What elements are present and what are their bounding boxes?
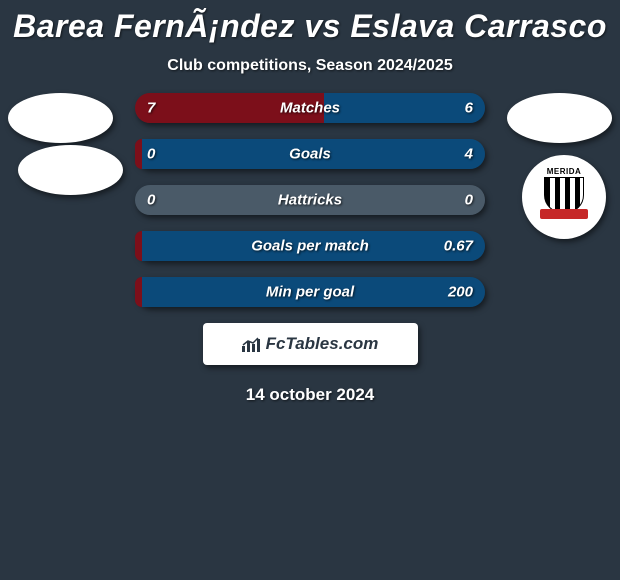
stat-bar: Matches 7 6: [135, 93, 485, 123]
stat-value-right: 0: [465, 192, 473, 209]
stat-label: Hattricks: [278, 192, 342, 209]
stat-value-right: 4: [465, 146, 473, 163]
stat-value-left: 0: [147, 192, 155, 209]
stat-bar-left: [135, 231, 142, 261]
page-title: Barea FernÃ¡ndez vs Eslava Carrasco: [0, 0, 620, 49]
branding-text: FcTables.com: [266, 334, 379, 354]
stat-value-right: 0.67: [444, 238, 473, 255]
stat-bar-right: [324, 93, 485, 123]
stat-label: Matches: [280, 100, 340, 117]
stat-row: Matches 7 6: [0, 93, 620, 123]
stat-value-right: 6: [465, 100, 473, 117]
stat-value-left: 7: [147, 100, 155, 117]
stat-row: Hattricks 0 0: [0, 185, 620, 215]
stat-bar: Goals per match 0.67: [135, 231, 485, 261]
stat-bar-left: [135, 277, 142, 307]
date-label: 14 october 2024: [0, 365, 620, 405]
chart-icon: [242, 336, 262, 352]
stats-panel: MERIDA Matches76Goals04Hattricks00Goals …: [0, 93, 620, 307]
stat-value-left: 0: [147, 146, 155, 163]
stat-bar-left: [135, 139, 142, 169]
stat-bar: Min per goal 200: [135, 277, 485, 307]
stat-row: Goals per match 0.67: [0, 231, 620, 261]
comparison-widget: Barea FernÃ¡ndez vs Eslava Carrasco Club…: [0, 0, 620, 405]
stat-value-right: 200: [448, 284, 473, 301]
branding-label: FcTables.com: [242, 334, 379, 354]
stat-row: Min per goal 200: [0, 277, 620, 307]
stat-row: Goals 0 4: [0, 139, 620, 169]
stat-bar: Goals 0 4: [135, 139, 485, 169]
stat-label: Min per goal: [266, 284, 354, 301]
stat-label: Goals: [289, 146, 331, 163]
stat-label: Goals per match: [251, 238, 369, 255]
stat-bar: Hattricks 0 0: [135, 185, 485, 215]
page-subtitle: Club competitions, Season 2024/2025: [0, 49, 620, 93]
branding-box[interactable]: FcTables.com: [203, 323, 418, 365]
